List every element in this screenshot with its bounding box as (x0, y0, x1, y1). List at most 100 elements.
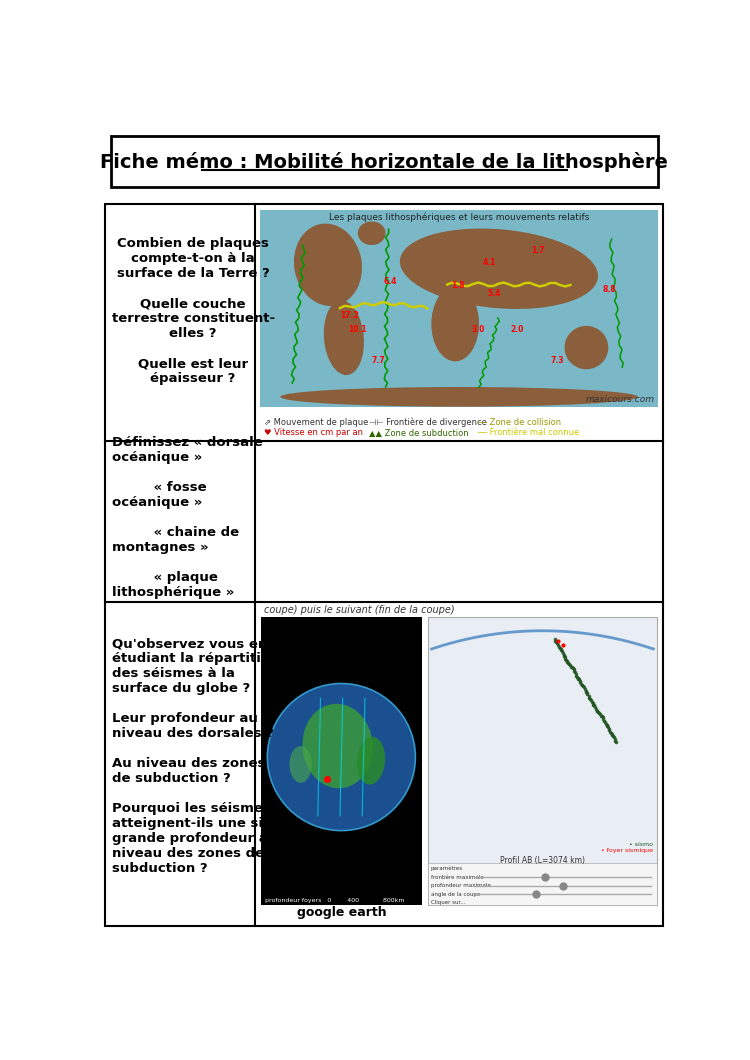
Point (602, 718, 613, 735)
Point (564, 657, 576, 674)
Text: ── Zone de collision: ── Zone de collision (477, 418, 562, 426)
Point (570, 667, 582, 684)
Text: 8.8: 8.8 (602, 285, 616, 295)
Text: paramètres: paramètres (430, 866, 463, 871)
Point (577, 678, 589, 695)
Point (606, 725, 618, 742)
Point (567, 659, 579, 676)
Text: Fiche mémo : Mobilité horizontale de la lithosphère: Fiche mémo : Mobilité horizontale de la … (100, 152, 668, 172)
Ellipse shape (294, 224, 362, 306)
Point (594, 706, 606, 723)
Text: ♥ Vitesse en cm par an: ♥ Vitesse en cm par an (264, 427, 363, 437)
Text: profondeur maximale: profondeur maximale (430, 883, 490, 888)
Point (604, 723, 616, 740)
Point (585, 691, 597, 708)
Point (575, 675, 587, 692)
Point (555, 640, 567, 657)
Point (550, 635, 562, 652)
Text: 4.1: 4.1 (483, 258, 496, 267)
Text: Définissez « dorsale
océanique »

         « fosse
océanique »

         « chain: Définissez « dorsale océanique » « fosse… (112, 436, 262, 599)
Text: angle de la coupe: angle de la coupe (430, 891, 480, 897)
Text: 3.0: 3.0 (471, 324, 484, 334)
Text: coupe) puis le suivant (fin de la coupe): coupe) puis le suivant (fin de la coupe) (264, 604, 454, 615)
Ellipse shape (324, 300, 364, 375)
Point (557, 636, 569, 653)
Point (560, 652, 572, 669)
Point (610, 734, 622, 750)
Text: Qu'observez vous en
étudiant la répartition
des séismes à la
surface du globe ?
: Qu'observez vous en étudiant la répartit… (112, 637, 279, 876)
Point (580, 684, 592, 701)
Text: ▲▲ Zone de subduction: ▲▲ Zone de subduction (369, 427, 469, 437)
Bar (260, 210, 658, 407)
Point (574, 674, 586, 691)
Point (556, 642, 568, 659)
Bar (427, 617, 657, 905)
Point (583, 689, 595, 706)
Point (562, 654, 574, 671)
Point (603, 721, 615, 738)
Point (581, 686, 593, 703)
Point (608, 729, 620, 746)
Point (596, 708, 608, 725)
Ellipse shape (357, 737, 386, 784)
Point (550, 633, 562, 650)
Point (572, 669, 584, 686)
Text: • sismo: • sismo (629, 842, 653, 847)
Point (608, 727, 619, 744)
Text: 7.3: 7.3 (550, 356, 564, 366)
Point (591, 703, 603, 720)
Ellipse shape (431, 286, 479, 361)
Text: ⊣⊢ Frontière de divergence: ⊣⊢ Frontière de divergence (369, 418, 487, 427)
Point (579, 681, 591, 697)
Circle shape (267, 684, 416, 831)
Point (568, 662, 580, 679)
Point (569, 664, 581, 681)
Text: Profil AB (L=3074 km): Profil AB (L=3074 km) (500, 855, 585, 865)
Bar (427, 863, 657, 905)
Point (558, 647, 570, 664)
Point (566, 659, 578, 676)
Text: 1.8: 1.8 (452, 282, 465, 290)
Point (607, 726, 619, 743)
Ellipse shape (565, 325, 608, 369)
Ellipse shape (400, 229, 598, 308)
Bar (260, 210, 658, 407)
Text: google earth: google earth (296, 906, 386, 919)
Point (576, 676, 588, 693)
Text: Combien de plaques
compte-t-on à la
surface de la Terre ?

Quelle couche
terrest: Combien de plaques compte-t-on à la surf… (112, 237, 274, 385)
Text: 2.0: 2.0 (511, 324, 524, 334)
Point (603, 722, 615, 739)
Point (596, 709, 608, 726)
Point (572, 670, 584, 687)
Point (587, 696, 599, 713)
Point (560, 650, 572, 667)
Point (556, 641, 568, 658)
Bar (111, 137, 658, 188)
Point (580, 683, 592, 700)
Text: ⇗ Mouvement de plaque: ⇗ Mouvement de plaque (264, 418, 369, 426)
Point (590, 701, 602, 718)
Point (559, 649, 571, 666)
Point (601, 717, 613, 734)
Point (574, 673, 586, 690)
Point (586, 693, 598, 710)
Point (609, 732, 621, 749)
Point (590, 699, 602, 716)
Text: 5.4: 5.4 (487, 289, 500, 298)
Ellipse shape (302, 704, 373, 789)
Point (550, 634, 562, 651)
Point (583, 687, 595, 704)
Text: frontière maximale: frontière maximale (430, 874, 484, 880)
Point (584, 690, 596, 707)
Point (580, 683, 592, 700)
Point (553, 639, 565, 656)
Point (568, 660, 580, 677)
Point (602, 719, 614, 736)
Point (599, 713, 611, 730)
Ellipse shape (358, 222, 386, 245)
Text: 6.4: 6.4 (383, 278, 397, 286)
Point (598, 711, 610, 728)
Point (588, 696, 600, 713)
Point (554, 640, 566, 657)
Point (565, 658, 577, 675)
